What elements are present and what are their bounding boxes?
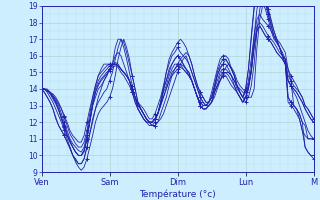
X-axis label: Température (°c): Température (°c) <box>139 189 216 199</box>
